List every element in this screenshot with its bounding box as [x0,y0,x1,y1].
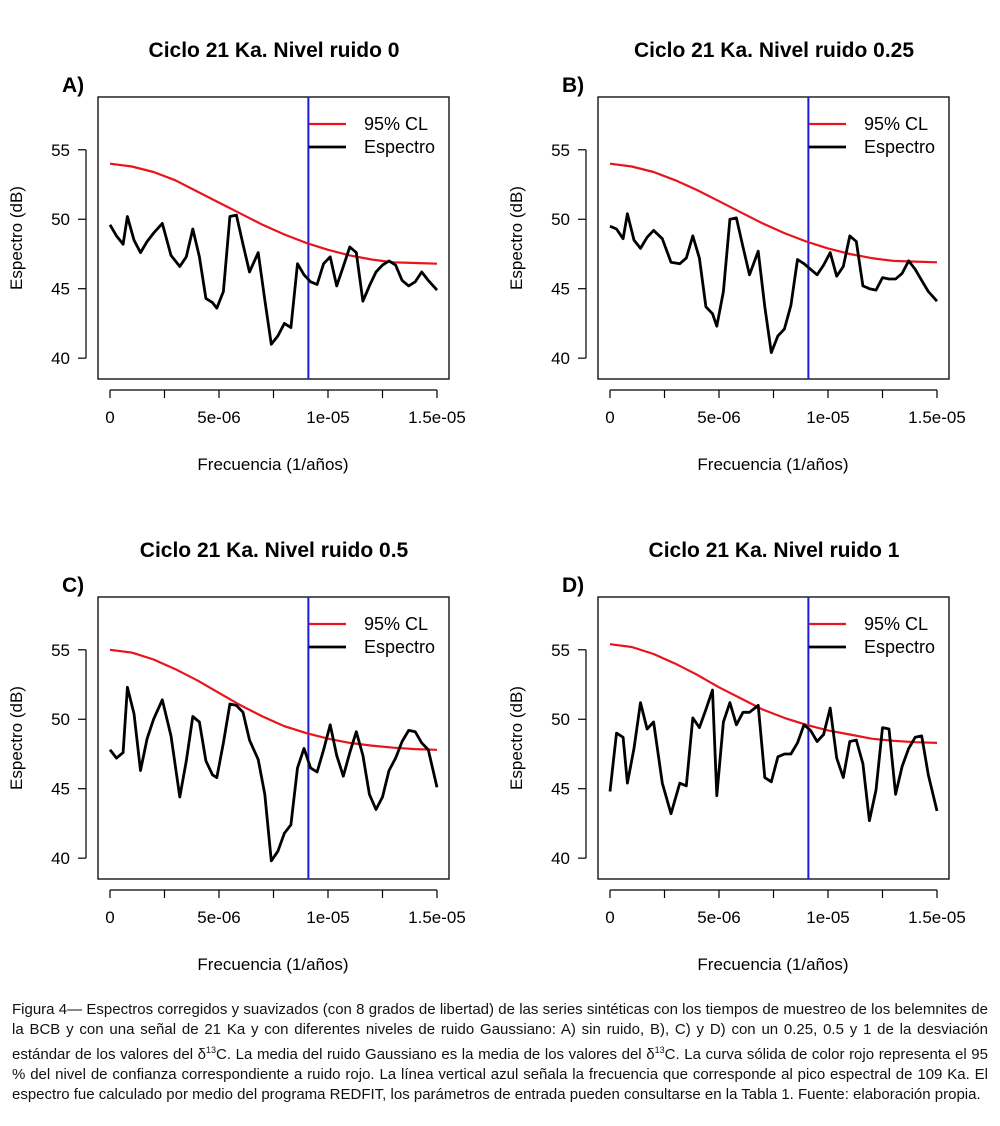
x-tick-label: 5e-06 [197,908,240,927]
x-tick-label: 0 [105,408,114,427]
y-axis-label: Espectro (dB) [7,686,26,790]
legend-label: Espectro [864,637,935,657]
x-tick-label: 1.5e-05 [408,908,466,927]
x-axis-label: Frecuencia (1/años) [697,955,848,974]
legend-label: Espectro [364,637,435,657]
chart-title: Ciclo 21 Ka. Nivel ruido 0.5 [140,539,409,562]
chart-panel-2: Ciclo 21 Ka. Nivel ruido 0.25 B) 0 5e-06 1e-… [507,39,966,474]
spectrum-line [108,685,439,863]
y-tick-label: 55 [551,641,570,660]
x-tick-label: 0 [605,908,614,927]
chart-title: Ciclo 21 Ka. Nivel ruido 0 [149,39,400,62]
chart-title: Ciclo 21 Ka. Nivel ruido 0.25 [634,39,914,62]
y-tick-label: 50 [51,710,70,729]
caption-text-1: Figura 4— Espectros corregidos y suaviza… [12,1001,988,1063]
legend-label: 95% CL [864,614,928,634]
confidence-curve [609,162,938,264]
x-tick-label: 1e-05 [806,908,849,927]
x-tick-label: 1.5e-05 [408,408,466,427]
spectrum-line [608,688,939,823]
y-tick-label: 40 [551,349,570,368]
plot-frame [597,96,950,380]
x-tick-label: 5e-06 [697,908,740,927]
y-tick-label: 50 [551,210,570,229]
y-tick-label: 55 [51,141,70,160]
y-tick-label: 40 [51,349,70,368]
x-tick-label: 1.5e-05 [908,908,966,927]
caption-text-2: C. La media del ruido Gaussiano es la me… [216,1046,655,1063]
y-tick-label: 45 [551,280,570,299]
plot-frame [597,596,950,880]
y-tick-label: 40 [551,849,570,868]
confidence-curve [109,162,438,265]
x-tick-label: 5e-06 [197,408,240,427]
caption-text-3: C. La curva sólida de color rojo represe… [12,1046,988,1103]
y-tick-label: 50 [51,210,70,229]
y-axis-label: Espectro (dB) [7,186,26,290]
x-tick-label: 1e-05 [306,408,349,427]
x-axis-label: Frecuencia (1/años) [197,455,348,474]
x-tick-label: 1.5e-05 [908,408,966,427]
y-tick-label: 45 [551,780,570,799]
y-tick-label: 55 [51,641,70,660]
y-axis-label: Espectro (dB) [507,686,526,790]
panel-label: D) [562,574,584,597]
y-tick-label: 45 [51,780,70,799]
spectrum-line [609,212,939,355]
plot-frame [97,596,450,880]
panel-label: B) [562,74,584,97]
legend-label: 95% CL [364,614,428,634]
plot-frame [97,96,450,380]
chart-panel-4: Ciclo 21 Ka. Nivel ruido 1 D) 0 5e-06 1e-05 1… [507,539,966,974]
legend-label: Espectro [864,137,935,157]
confidence-curve [109,648,438,751]
x-tick-label: 1e-05 [306,908,349,927]
chart-panel-3: Ciclo 21 Ka. Nivel ruido 0.5 C) 0 5e-06 1e-0… [7,539,466,974]
x-tick-label: 0 [605,408,614,427]
panel-label: A) [62,74,84,97]
x-axis-label: Frecuencia (1/años) [197,955,348,974]
chart-title: Ciclo 21 Ka. Nivel ruido 1 [649,539,900,562]
legend-label: 95% CL [864,114,928,134]
x-tick-label: 1e-05 [806,408,849,427]
legend-label: Espectro [364,137,435,157]
figure-panels: Ciclo 21 Ka. Nivel ruido 0 A) 0 5e-06 1e-05 1… [7,39,966,974]
x-tick-label: 5e-06 [697,408,740,427]
y-tick-label: 50 [551,710,570,729]
panel-label: C) [62,574,84,597]
chart-panel-1: Ciclo 21 Ka. Nivel ruido 0 A) 0 5e-06 1e-05 1… [7,39,466,474]
y-tick-label: 40 [51,849,70,868]
spectrum-line [108,213,439,346]
y-tick-label: 55 [551,141,570,160]
x-tick-label: 0 [105,908,114,927]
figure-caption: Figura 4— Espectros corregidos y suaviza… [12,1000,988,1105]
caption-superscript-1: 13 [206,1045,217,1055]
y-axis-label: Espectro (dB) [507,186,526,290]
y-tick-label: 45 [51,280,70,299]
x-axis-label: Frecuencia (1/años) [697,455,848,474]
legend-label: 95% CL [364,114,428,134]
caption-superscript-2: 13 [654,1045,665,1055]
